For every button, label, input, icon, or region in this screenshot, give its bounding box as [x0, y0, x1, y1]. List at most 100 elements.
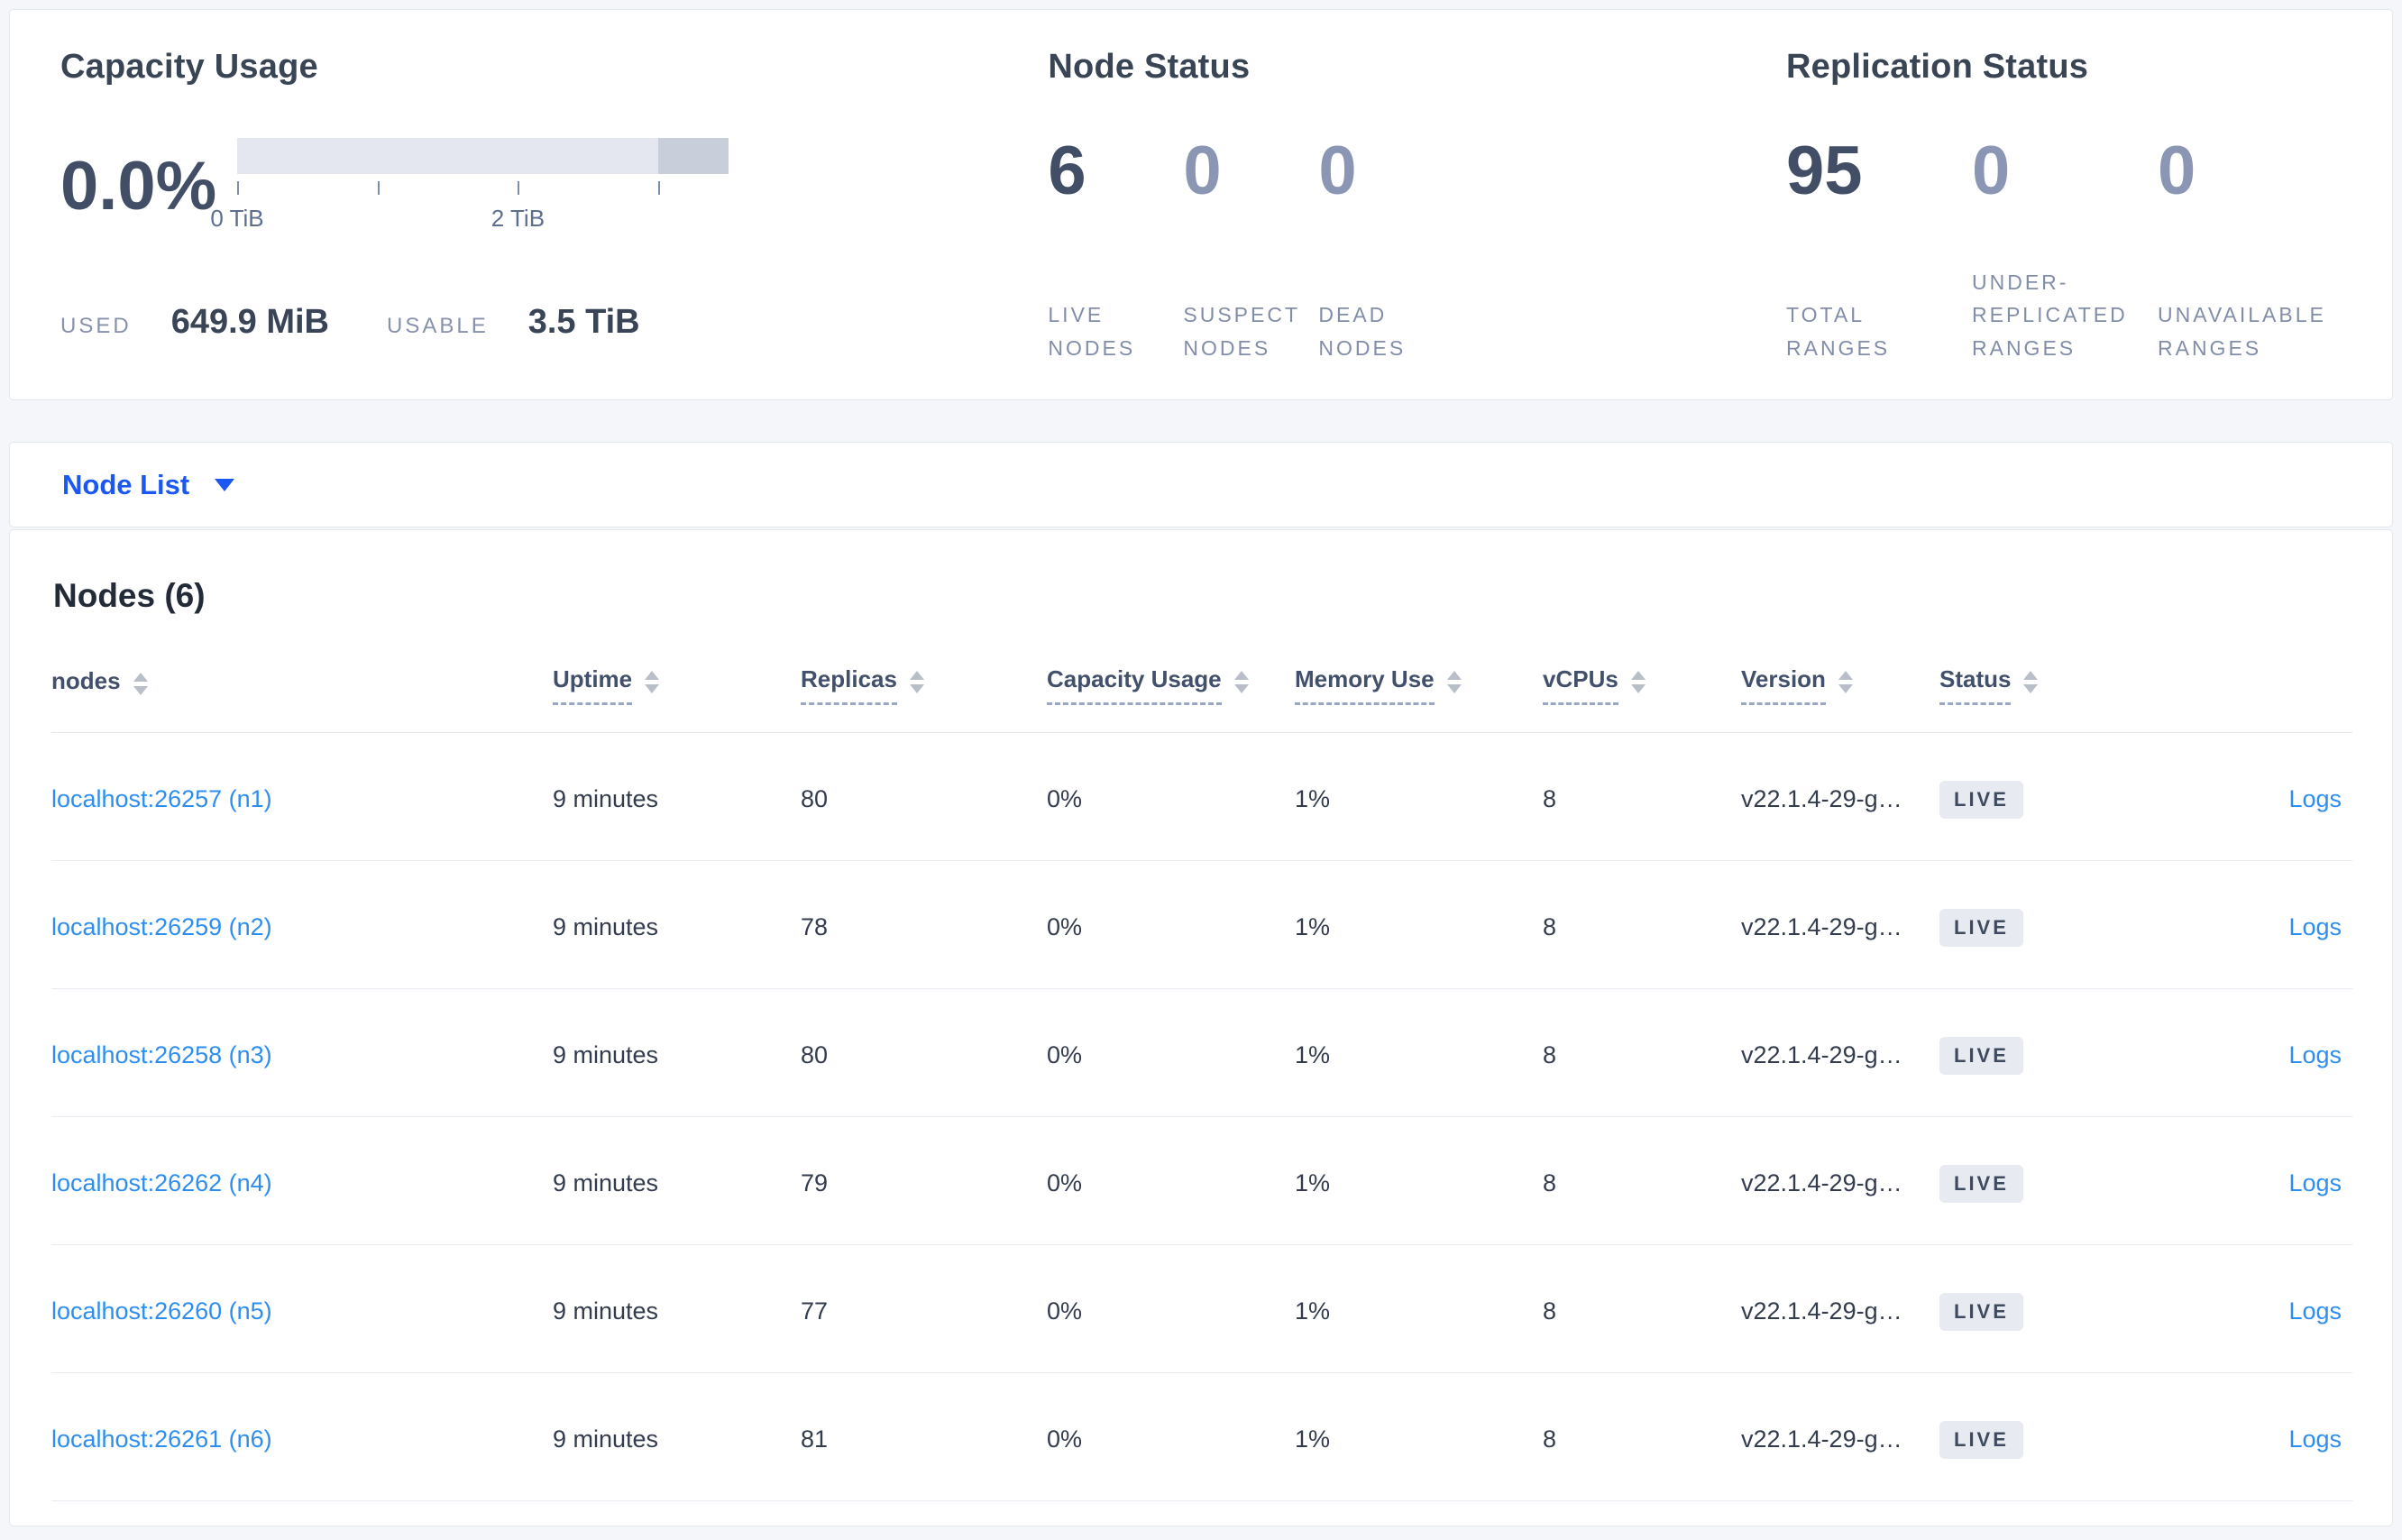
node-link[interactable]: localhost:26262 (n4) [51, 1169, 272, 1196]
memory-use-cell: 1% [1295, 1244, 1543, 1373]
node-list-dropdown-label: Node List [62, 468, 190, 500]
capacity-usage-section: Capacity Usage 0.0% 0 TiB 2 TiB [60, 48, 1048, 365]
live-nodes-metric: 6 LIVE NODES [1048, 132, 1183, 365]
nodes-panel-title: Nodes (6) [53, 577, 206, 614]
nodes-table: nodes Uptime Replicas Capacity Usage Mem… [51, 646, 2352, 1501]
suspect-nodes-label: SUSPECT NODES [1183, 303, 1300, 361]
replicas-cell: 80 [801, 732, 1047, 861]
logs-link[interactable]: Logs [2288, 785, 2342, 812]
logs-link[interactable]: Logs [2288, 913, 2342, 940]
status-badge: LIVE [1939, 780, 2023, 819]
node-link[interactable]: localhost:26259 (n2) [51, 913, 272, 940]
logs-link[interactable]: Logs [2288, 1041, 2342, 1068]
memory-use-cell: 1% [1295, 732, 1543, 861]
sort-icon [1446, 671, 1462, 693]
caret-down-icon [215, 478, 235, 491]
suspect-nodes-value: 0 [1183, 133, 1222, 209]
usable-label: USABLE [387, 314, 489, 338]
replication-status-section: Replication Status 95 TOTAL RANGES 0 UND… [1786, 48, 2365, 365]
uptime-cell: 9 minutes [553, 1244, 801, 1373]
replicas-cell: 81 [801, 1372, 1047, 1501]
column-header-status[interactable]: Status [1939, 646, 2140, 733]
version-cell: v22.1.4-29-g… [1741, 732, 1939, 861]
memory-use-cell: 1% [1295, 860, 1543, 989]
tick-label-2tib: 2 TiB [490, 205, 545, 232]
tick-mark [658, 181, 661, 195]
sort-icon [909, 671, 924, 693]
column-header-replicas[interactable]: Replicas [801, 646, 1047, 733]
sort-icon [1838, 671, 1853, 693]
nodes-panel: Nodes (6) nodes Uptime Replicas [9, 529, 2393, 1526]
node-link[interactable]: localhost:26260 (n5) [51, 1297, 272, 1325]
live-nodes-value: 6 [1048, 133, 1086, 209]
logs-link[interactable]: Logs [2288, 1169, 2342, 1196]
capacity-usage-title: Capacity Usage [60, 48, 318, 86]
status-badge: LIVE [1939, 1164, 2023, 1203]
dead-nodes-metric: 0 DEAD NODES [1318, 132, 1471, 365]
uptime-cell: 9 minutes [553, 732, 801, 861]
capacity-percent: 0.0% [60, 147, 217, 225]
dead-nodes-value: 0 [1318, 133, 1357, 209]
table-row: localhost:26257 (n1) 9 minutes 80 0% 1% … [51, 732, 2352, 861]
table-row: localhost:26261 (n6) 9 minutes 81 0% 1% … [51, 1372, 2352, 1501]
status-badge: LIVE [1939, 908, 2023, 947]
column-header-logs [2140, 646, 2352, 733]
live-nodes-label: LIVE NODES [1048, 303, 1136, 361]
capacity-bar-chart: 0 TiB 2 TiB [210, 138, 729, 234]
view-selector-bar: Node List [9, 442, 2393, 527]
node-status-section: Node Status 6 LIVE NODES 0 SUSPECT NODES… [1048, 48, 1786, 365]
capacity-usage-cell: 0% [1047, 860, 1295, 989]
uptime-cell: 9 minutes [553, 988, 801, 1117]
sort-icon [133, 672, 148, 695]
under-replicated-ranges-label: UNDER-REPLICATED RANGES [1972, 270, 2128, 361]
table-header-row: nodes Uptime Replicas Capacity Usage Mem… [51, 646, 2352, 733]
status-badge: LIVE [1939, 1420, 2023, 1459]
node-link[interactable]: localhost:26257 (n1) [51, 785, 272, 812]
capacity-bar-track [237, 138, 729, 174]
column-header-capacity-usage[interactable]: Capacity Usage [1047, 646, 1295, 733]
column-header-vcpus[interactable]: vCPUs [1543, 646, 1741, 733]
unavailable-ranges-label: UNAVAILABLE RANGES [2158, 303, 2326, 361]
memory-use-cell: 1% [1295, 988, 1543, 1117]
column-header-nodes[interactable]: nodes [51, 646, 553, 733]
under-replicated-ranges-metric: 0 UNDER-REPLICATED RANGES [1972, 132, 2158, 365]
version-cell: v22.1.4-29-g… [1741, 1372, 1939, 1501]
column-header-memory-use[interactable]: Memory Use [1295, 646, 1543, 733]
tick-mark [518, 181, 520, 195]
column-header-version[interactable]: Version [1741, 646, 1939, 733]
total-ranges-label: TOTAL RANGES [1786, 303, 1891, 361]
capacity-bar-ticks [237, 181, 729, 203]
node-list-dropdown[interactable]: Node List [62, 468, 235, 501]
under-replicated-ranges-value: 0 [1972, 133, 2011, 209]
vcpus-cell: 8 [1543, 860, 1741, 989]
total-ranges-metric: 95 TOTAL RANGES [1786, 132, 1972, 365]
tick-mark [237, 181, 239, 195]
table-row: localhost:26259 (n2) 9 minutes 78 0% 1% … [51, 860, 2352, 989]
logs-link[interactable]: Logs [2288, 1425, 2342, 1453]
capacity-usage-cell: 0% [1047, 1244, 1295, 1373]
node-link[interactable]: localhost:26261 (n6) [51, 1425, 272, 1453]
uptime-cell: 9 minutes [553, 1372, 801, 1501]
replicas-cell: 80 [801, 988, 1047, 1117]
sort-icon [1233, 671, 1249, 693]
capacity-usage-cell: 0% [1047, 988, 1295, 1117]
replicas-cell: 77 [801, 1244, 1047, 1373]
cluster-summary-card: Capacity Usage 0.0% 0 TiB 2 TiB [9, 9, 2393, 400]
status-badge: LIVE [1939, 1036, 2023, 1075]
node-link[interactable]: localhost:26258 (n3) [51, 1041, 272, 1068]
sort-icon [645, 671, 660, 693]
node-status-title: Node Status [1048, 48, 1251, 86]
column-header-uptime[interactable]: Uptime [553, 646, 801, 733]
vcpus-cell: 8 [1543, 1372, 1741, 1501]
version-cell: v22.1.4-29-g… [1741, 988, 1939, 1117]
uptime-cell: 9 minutes [553, 1116, 801, 1245]
status-badge: LIVE [1939, 1292, 2023, 1331]
uptime-cell: 9 minutes [553, 860, 801, 989]
table-row: localhost:26258 (n3) 9 minutes 80 0% 1% … [51, 988, 2352, 1117]
sort-icon [1630, 671, 1646, 693]
vcpus-cell: 8 [1543, 988, 1741, 1117]
replicas-cell: 78 [801, 860, 1047, 989]
logs-link[interactable]: Logs [2288, 1297, 2342, 1325]
total-ranges-value: 95 [1786, 133, 1863, 209]
version-cell: v22.1.4-29-g… [1741, 1244, 1939, 1373]
